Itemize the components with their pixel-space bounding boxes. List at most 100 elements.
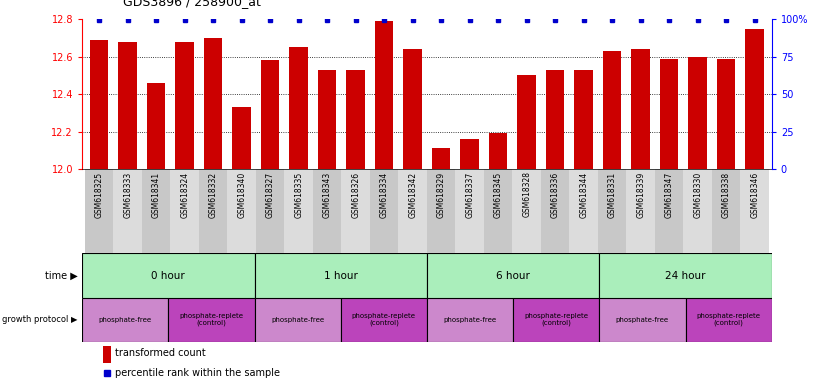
Bar bbox=[90, 40, 108, 169]
Bar bbox=[717, 58, 736, 169]
Bar bbox=[168, 298, 255, 342]
Bar bbox=[204, 38, 222, 169]
Bar bbox=[683, 169, 712, 253]
Text: GSM618326: GSM618326 bbox=[351, 172, 360, 218]
Text: time ▶: time ▶ bbox=[45, 270, 78, 281]
Bar bbox=[631, 49, 650, 169]
Text: 0 hour: 0 hour bbox=[151, 270, 186, 281]
Bar bbox=[575, 70, 593, 169]
Bar bbox=[599, 253, 772, 298]
Text: GSM618331: GSM618331 bbox=[608, 172, 617, 218]
Bar bbox=[512, 169, 541, 253]
Bar bbox=[370, 169, 398, 253]
Bar bbox=[199, 169, 227, 253]
Text: phosphate-free: phosphate-free bbox=[271, 317, 324, 323]
Text: GSM618347: GSM618347 bbox=[665, 172, 674, 218]
Bar bbox=[256, 169, 284, 253]
Bar bbox=[341, 298, 427, 342]
Text: GSM618330: GSM618330 bbox=[693, 172, 702, 218]
Text: GSM618338: GSM618338 bbox=[722, 172, 731, 218]
Text: GSM618329: GSM618329 bbox=[437, 172, 446, 218]
Bar bbox=[318, 70, 337, 169]
Text: phosphate-free: phosphate-free bbox=[443, 317, 497, 323]
Text: GSM618334: GSM618334 bbox=[379, 172, 388, 218]
Text: GSM618333: GSM618333 bbox=[123, 172, 132, 218]
Text: GSM618342: GSM618342 bbox=[408, 172, 417, 218]
Bar bbox=[603, 51, 621, 169]
Bar bbox=[427, 253, 599, 298]
Bar bbox=[82, 298, 168, 342]
Text: phosphate-replete
(control): phosphate-replete (control) bbox=[352, 313, 415, 326]
Text: percentile rank within the sample: percentile rank within the sample bbox=[115, 368, 280, 378]
Text: transformed count: transformed count bbox=[115, 348, 206, 358]
Bar bbox=[346, 70, 365, 169]
Bar bbox=[113, 169, 142, 253]
Bar bbox=[461, 139, 479, 169]
Text: GSM618336: GSM618336 bbox=[551, 172, 560, 218]
Text: growth protocol ▶: growth protocol ▶ bbox=[2, 315, 78, 324]
Text: GSM618339: GSM618339 bbox=[636, 172, 645, 218]
Text: phosphate-free: phosphate-free bbox=[99, 317, 152, 323]
Bar bbox=[142, 169, 171, 253]
Bar bbox=[147, 83, 166, 169]
Bar bbox=[688, 57, 707, 169]
Bar bbox=[171, 169, 199, 253]
Bar bbox=[375, 21, 393, 169]
Text: GSM618340: GSM618340 bbox=[237, 172, 246, 218]
Text: GSM618345: GSM618345 bbox=[493, 172, 502, 218]
Text: 1 hour: 1 hour bbox=[323, 270, 358, 281]
Text: GSM618324: GSM618324 bbox=[180, 172, 189, 218]
Bar bbox=[660, 58, 678, 169]
Text: phosphate-replete
(control): phosphate-replete (control) bbox=[697, 313, 760, 326]
Text: GSM618343: GSM618343 bbox=[323, 172, 332, 218]
Bar bbox=[313, 169, 342, 253]
Bar bbox=[284, 169, 313, 253]
Bar bbox=[255, 253, 427, 298]
Text: 24 hour: 24 hour bbox=[665, 270, 706, 281]
Bar bbox=[488, 133, 507, 169]
Bar bbox=[570, 169, 598, 253]
Text: GDS3896 / 258900_at: GDS3896 / 258900_at bbox=[123, 0, 261, 8]
Bar bbox=[403, 49, 422, 169]
Bar bbox=[290, 47, 308, 169]
Text: GSM618325: GSM618325 bbox=[94, 172, 103, 218]
Bar bbox=[227, 169, 256, 253]
Text: GSM618332: GSM618332 bbox=[209, 172, 218, 218]
Bar bbox=[176, 42, 194, 169]
Bar bbox=[484, 169, 512, 253]
Bar bbox=[342, 169, 370, 253]
Bar bbox=[626, 169, 655, 253]
Bar bbox=[546, 70, 564, 169]
Bar bbox=[712, 169, 741, 253]
Bar bbox=[745, 28, 764, 169]
Bar bbox=[541, 169, 570, 253]
Bar bbox=[255, 298, 341, 342]
Bar bbox=[432, 148, 451, 169]
Bar bbox=[103, 346, 111, 363]
Text: phosphate-replete
(control): phosphate-replete (control) bbox=[525, 313, 588, 326]
Bar bbox=[513, 298, 599, 342]
Text: GSM618337: GSM618337 bbox=[466, 172, 475, 218]
Text: GSM618327: GSM618327 bbox=[266, 172, 275, 218]
Text: GSM618341: GSM618341 bbox=[152, 172, 161, 218]
Text: GSM618346: GSM618346 bbox=[750, 172, 759, 218]
Bar bbox=[85, 169, 113, 253]
Bar bbox=[427, 298, 513, 342]
Text: GSM618328: GSM618328 bbox=[522, 172, 531, 217]
Bar bbox=[398, 169, 427, 253]
Bar bbox=[655, 169, 683, 253]
Bar bbox=[232, 107, 251, 169]
Bar bbox=[741, 169, 769, 253]
Bar bbox=[686, 298, 772, 342]
Text: phosphate-replete
(control): phosphate-replete (control) bbox=[180, 313, 243, 326]
Text: phosphate-free: phosphate-free bbox=[616, 317, 669, 323]
Bar bbox=[427, 169, 456, 253]
Bar bbox=[118, 42, 137, 169]
Bar bbox=[599, 298, 686, 342]
Bar bbox=[82, 253, 255, 298]
Text: GSM618335: GSM618335 bbox=[294, 172, 303, 218]
Bar bbox=[456, 169, 484, 253]
Text: GSM618344: GSM618344 bbox=[579, 172, 588, 218]
Bar bbox=[517, 75, 536, 169]
Bar bbox=[598, 169, 626, 253]
